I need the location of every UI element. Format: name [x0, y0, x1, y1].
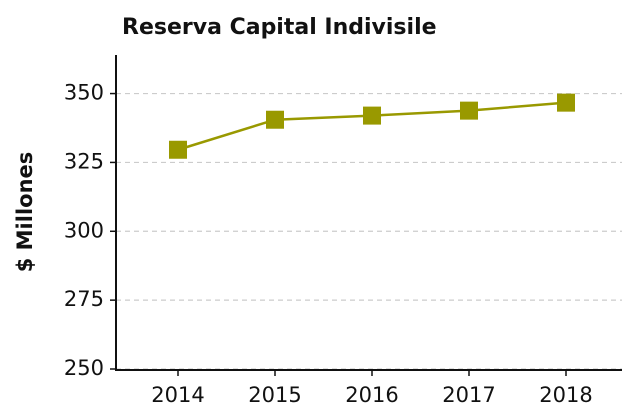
marker — [460, 101, 478, 120]
marker — [557, 93, 575, 112]
x-tick-label: 2018 — [539, 383, 592, 407]
marker — [169, 140, 187, 159]
x-tick-label: 2017 — [442, 383, 495, 407]
y-tick-label: 250 — [64, 356, 104, 380]
y-tick-label: 325 — [64, 149, 104, 173]
x-tick-label: 2016 — [345, 383, 398, 407]
x-tick-label: 2015 — [248, 383, 301, 407]
grid — [116, 92, 622, 370]
y-axis-label: $ Millones — [13, 152, 37, 273]
marker — [266, 110, 284, 129]
chart-title: Reserva Capital Indivisile — [122, 15, 437, 40]
y-tick-label: 275 — [64, 287, 104, 311]
y-tick-label: 350 — [64, 81, 104, 105]
y-tick-label: 300 — [64, 218, 104, 242]
marker — [363, 106, 381, 125]
x-tick-label: 2014 — [151, 383, 204, 407]
